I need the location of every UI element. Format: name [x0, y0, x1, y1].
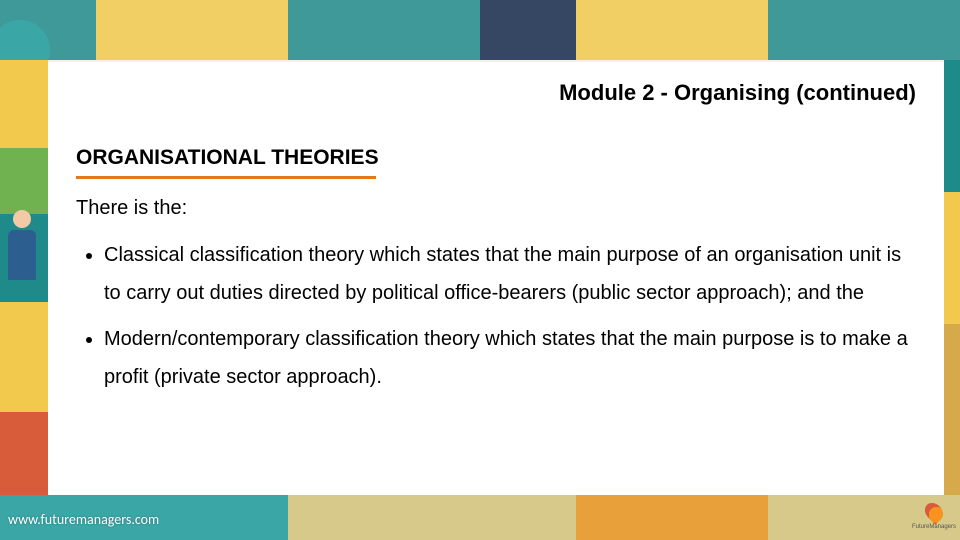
lead-text: There is the:	[76, 197, 916, 220]
bg-person-illustration	[2, 210, 42, 310]
bg-stripe-right	[944, 60, 960, 500]
footer-url: www.futuremanagers.com	[8, 511, 159, 528]
slide: Module 2 - Organising (continued) ORGANI…	[0, 0, 960, 540]
content-card: Module 2 - Organising (continued) ORGANI…	[48, 62, 944, 495]
bg-stripe-top	[0, 0, 960, 60]
bullet-list: Classical classification theory which st…	[76, 236, 916, 396]
list-item: Modern/contemporary classification theor…	[104, 320, 916, 396]
footer-logo-label: FutureManagers	[912, 524, 956, 530]
module-title: Module 2 - Organising (continued)	[76, 80, 916, 106]
footer-logo: FutureManagers	[918, 502, 950, 534]
list-item: Classical classification theory which st…	[104, 236, 916, 312]
flame-icon	[921, 499, 946, 524]
section-heading: ORGANISATIONAL THEORIES	[76, 146, 916, 170]
heading-underline	[76, 176, 376, 179]
